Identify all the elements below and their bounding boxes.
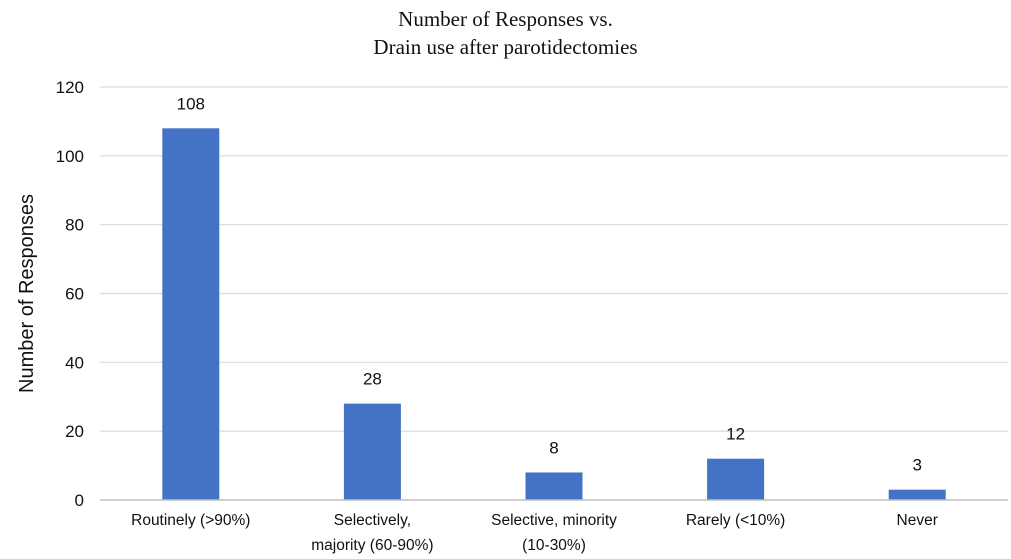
chart-title-line-1: Number of Responses vs. — [398, 7, 613, 31]
bar — [343, 403, 401, 500]
y-tick-label: 40 — [65, 353, 84, 372]
y-axis-label: Number of Responses — [16, 194, 38, 393]
data-label: 108 — [177, 94, 205, 113]
x-tick-label: Rarely (<10%) — [686, 512, 786, 529]
bar — [525, 472, 583, 500]
y-tick-label: 100 — [56, 147, 84, 166]
chart-title-line-2: Drain use after parotidectomies — [373, 35, 638, 59]
y-tick-label: 120 — [56, 78, 84, 97]
y-tick-label: 80 — [65, 216, 84, 235]
data-label: 12 — [726, 425, 745, 444]
x-tick-label: Selective, minority — [491, 512, 617, 529]
x-tick-label: majority (60-90%) — [311, 537, 433, 554]
x-tick-label: (10-30%) — [522, 537, 586, 554]
x-tick-label: Selectively, — [334, 512, 411, 529]
bar — [888, 489, 946, 500]
data-label: 8 — [549, 438, 558, 457]
x-tick-label: Never — [897, 512, 938, 529]
data-label: 28 — [363, 370, 382, 389]
bar — [162, 128, 220, 501]
bar — [707, 458, 765, 500]
y-tick-label: 0 — [75, 491, 84, 510]
y-tick-label: 60 — [65, 285, 84, 304]
y-tick-label: 20 — [65, 422, 84, 441]
x-tick-label: Routinely (>90%) — [131, 512, 250, 529]
data-label: 3 — [912, 456, 921, 475]
